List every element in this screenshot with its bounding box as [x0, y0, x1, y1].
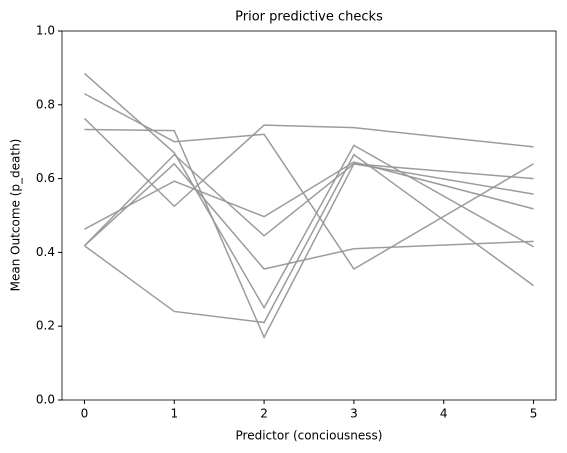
- x-tick-label: 0: [81, 407, 89, 421]
- x-tick-label: 5: [530, 407, 538, 421]
- series-line: [84, 93, 534, 271]
- y-tick-label: 0.4: [36, 245, 55, 259]
- x-axis-label: Predictor (conciousness): [236, 429, 383, 443]
- plot-frame: [61, 30, 557, 401]
- series-line: [83, 162, 534, 270]
- x-tick-label: 1: [170, 407, 178, 421]
- y-tick-label: 1.0: [36, 24, 55, 38]
- x-tick-label: 2: [260, 407, 268, 421]
- y-tick-label: 0.8: [36, 97, 55, 111]
- series-line: [83, 72, 534, 310]
- chart-title: Prior predictive checks: [235, 10, 383, 25]
- x-tick-label: 3: [350, 407, 358, 421]
- series-line: [84, 161, 534, 230]
- series-line: [84, 153, 534, 324]
- series-line: [84, 128, 534, 340]
- x-tick-label: 4: [440, 407, 448, 421]
- y-axis-label: Mean Outcome (p_death): [9, 139, 23, 292]
- y-tick-label: 0.6: [36, 171, 55, 185]
- y-tick-label: 0.2: [36, 319, 55, 333]
- series-line: [83, 153, 534, 247]
- y-tick-label: 0.0: [36, 393, 55, 407]
- series-line: [83, 117, 534, 208]
